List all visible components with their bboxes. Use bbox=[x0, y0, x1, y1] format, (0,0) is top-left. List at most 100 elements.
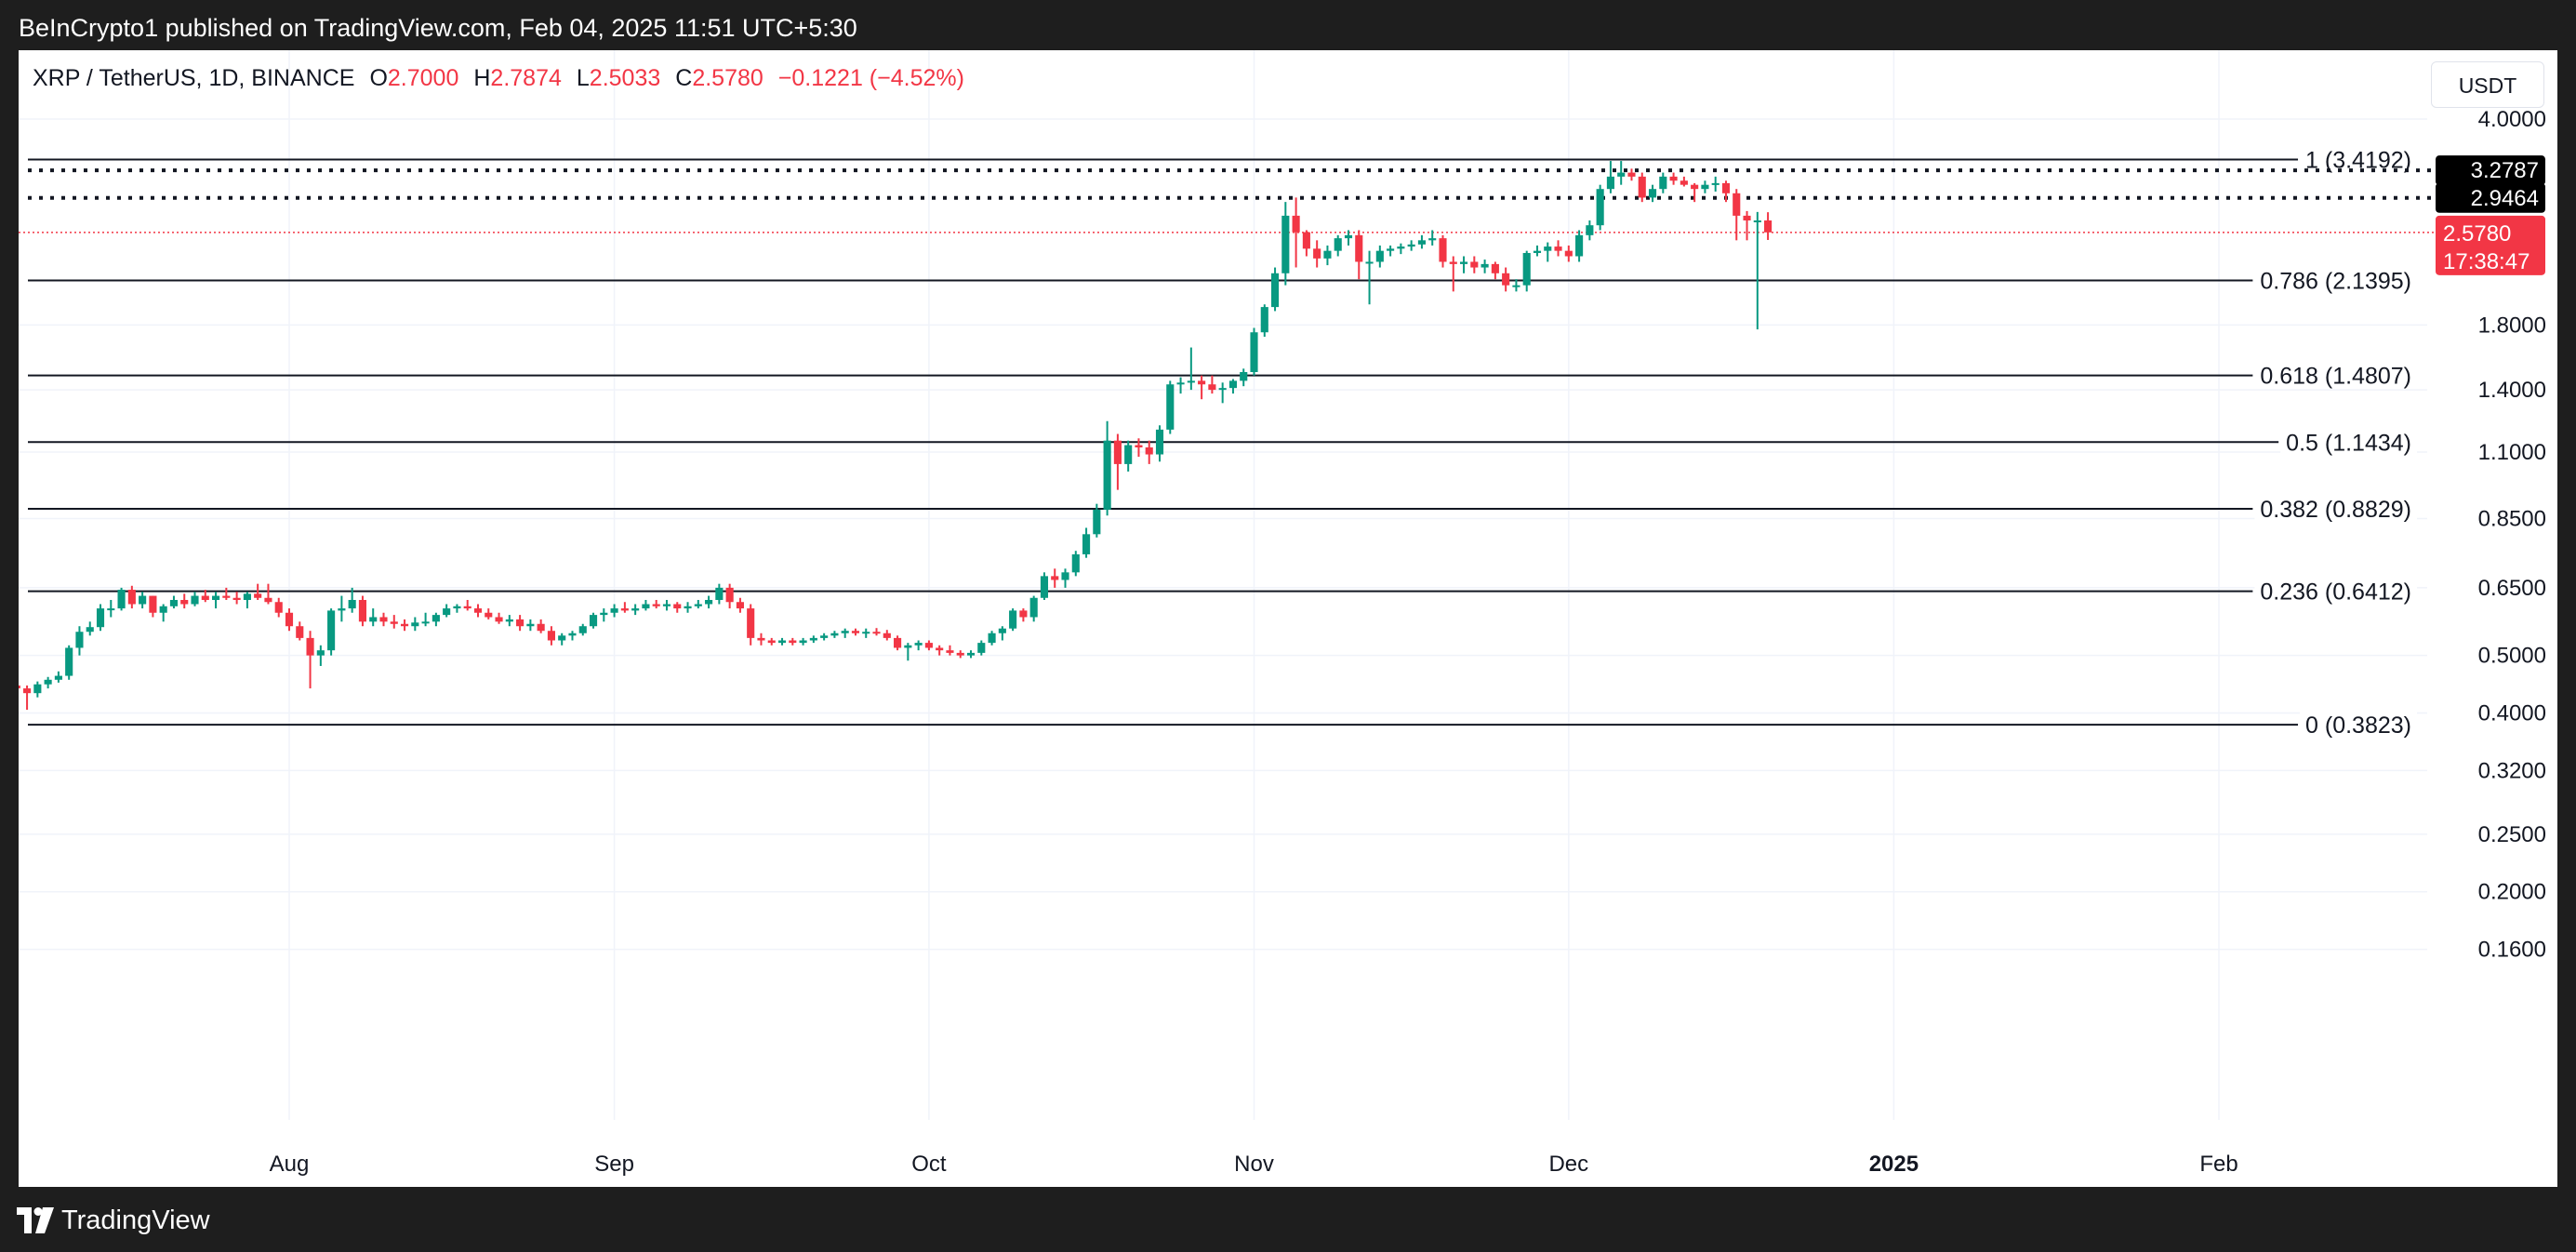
candle[interactable] bbox=[1407, 240, 1415, 251]
candle[interactable] bbox=[526, 619, 535, 632]
candle[interactable] bbox=[568, 631, 577, 641]
candle[interactable] bbox=[1093, 503, 1101, 538]
candle[interactable] bbox=[1019, 608, 1028, 622]
candle[interactable] bbox=[369, 608, 378, 627]
candle[interactable] bbox=[19, 682, 20, 695]
candle[interactable] bbox=[684, 602, 692, 613]
candle[interactable] bbox=[306, 631, 314, 689]
candle[interactable] bbox=[411, 617, 419, 632]
candle[interactable] bbox=[1659, 172, 1667, 193]
candle[interactable] bbox=[736, 597, 744, 613]
candle[interactable] bbox=[1417, 234, 1426, 249]
tradingview-logo-icon[interactable] bbox=[17, 1207, 54, 1233]
candle[interactable] bbox=[1481, 260, 1489, 273]
candle[interactable] bbox=[254, 583, 262, 600]
candle[interactable] bbox=[820, 633, 829, 641]
candle[interactable] bbox=[86, 621, 94, 636]
candle[interactable] bbox=[1103, 420, 1111, 516]
candle[interactable] bbox=[139, 592, 147, 609]
candle[interactable] bbox=[1428, 230, 1437, 246]
candle[interactable] bbox=[1701, 180, 1709, 193]
candle[interactable] bbox=[495, 612, 503, 624]
candle[interactable] bbox=[694, 599, 702, 609]
candle[interactable] bbox=[1135, 438, 1143, 458]
candle[interactable] bbox=[96, 604, 105, 632]
candle[interactable] bbox=[1323, 245, 1332, 266]
candle[interactable] bbox=[1397, 243, 1405, 255]
candle[interactable] bbox=[1187, 347, 1195, 391]
time-axis[interactable]: Aug Sep Oct Nov Dec 2025 Feb bbox=[270, 1152, 2238, 1177]
candle[interactable] bbox=[1051, 568, 1059, 588]
candle[interactable] bbox=[1198, 375, 1206, 400]
candle[interactable] bbox=[505, 615, 513, 627]
candle[interactable] bbox=[44, 676, 52, 689]
candle[interactable] bbox=[201, 590, 209, 603]
candle[interactable] bbox=[1512, 279, 1520, 292]
candle[interactable] bbox=[537, 619, 545, 633]
candle[interactable] bbox=[1502, 267, 1510, 292]
currency-button[interactable]: USDT bbox=[2431, 61, 2544, 108]
candle[interactable] bbox=[872, 628, 881, 636]
candle[interactable] bbox=[662, 599, 671, 611]
candle[interactable] bbox=[348, 587, 356, 613]
candle[interactable] bbox=[715, 583, 724, 605]
candle[interactable] bbox=[1648, 184, 1657, 203]
candle[interactable] bbox=[1764, 212, 1773, 240]
candle[interactable] bbox=[1313, 240, 1321, 268]
candle[interactable] bbox=[285, 608, 294, 632]
candle[interactable] bbox=[1260, 304, 1268, 338]
candle[interactable] bbox=[421, 612, 430, 627]
candle[interactable] bbox=[127, 585, 136, 609]
candle[interactable] bbox=[757, 633, 765, 646]
candle[interactable] bbox=[620, 602, 629, 613]
candle[interactable] bbox=[1470, 256, 1479, 273]
candle[interactable] bbox=[473, 604, 483, 618]
candle[interactable] bbox=[264, 583, 272, 605]
candle[interactable] bbox=[631, 604, 640, 616]
candle[interactable] bbox=[1711, 176, 1720, 192]
candle[interactable] bbox=[799, 637, 807, 646]
candle[interactable] bbox=[600, 608, 608, 622]
candle[interactable] bbox=[578, 623, 587, 636]
candle[interactable] bbox=[1753, 211, 1761, 330]
candle[interactable] bbox=[54, 671, 62, 683]
candle[interactable] bbox=[191, 592, 199, 606]
candle[interactable] bbox=[159, 604, 167, 622]
candle[interactable] bbox=[1491, 261, 1499, 280]
candle[interactable] bbox=[642, 599, 650, 611]
candle[interactable] bbox=[767, 637, 776, 646]
candle[interactable] bbox=[1375, 245, 1384, 268]
candle[interactable] bbox=[1544, 242, 1552, 262]
candle[interactable] bbox=[1061, 568, 1069, 588]
candle[interactable] bbox=[705, 595, 713, 609]
candle[interactable] bbox=[914, 640, 923, 651]
candle[interactable] bbox=[894, 635, 902, 651]
candle[interactable] bbox=[936, 645, 944, 656]
candle[interactable] bbox=[1145, 440, 1153, 464]
candles[interactable] bbox=[19, 161, 1773, 726]
candle[interactable] bbox=[1387, 245, 1395, 257]
candle[interactable] bbox=[1228, 379, 1238, 394]
candle[interactable] bbox=[610, 604, 618, 618]
candle[interactable] bbox=[558, 633, 566, 646]
candle[interactable] bbox=[1522, 250, 1531, 292]
candle[interactable] bbox=[589, 612, 598, 629]
candle[interactable] bbox=[1638, 172, 1646, 203]
candle[interactable] bbox=[1113, 433, 1122, 490]
candle[interactable] bbox=[485, 608, 493, 619]
candle[interactable] bbox=[841, 628, 849, 638]
candle[interactable] bbox=[1586, 220, 1594, 241]
candle[interactable] bbox=[1292, 197, 1300, 268]
candle[interactable] bbox=[149, 595, 157, 618]
candle[interactable] bbox=[1554, 240, 1562, 257]
candle[interactable] bbox=[1208, 375, 1216, 394]
candle[interactable] bbox=[1124, 440, 1133, 472]
candle[interactable] bbox=[1691, 182, 1699, 203]
candle[interactable] bbox=[725, 583, 734, 609]
candle[interactable] bbox=[390, 615, 398, 629]
candle[interactable] bbox=[1082, 527, 1091, 558]
candle[interactable] bbox=[1575, 230, 1584, 262]
candle[interactable] bbox=[1721, 180, 1731, 203]
candle[interactable] bbox=[946, 645, 954, 656]
candle[interactable] bbox=[1355, 230, 1363, 280]
